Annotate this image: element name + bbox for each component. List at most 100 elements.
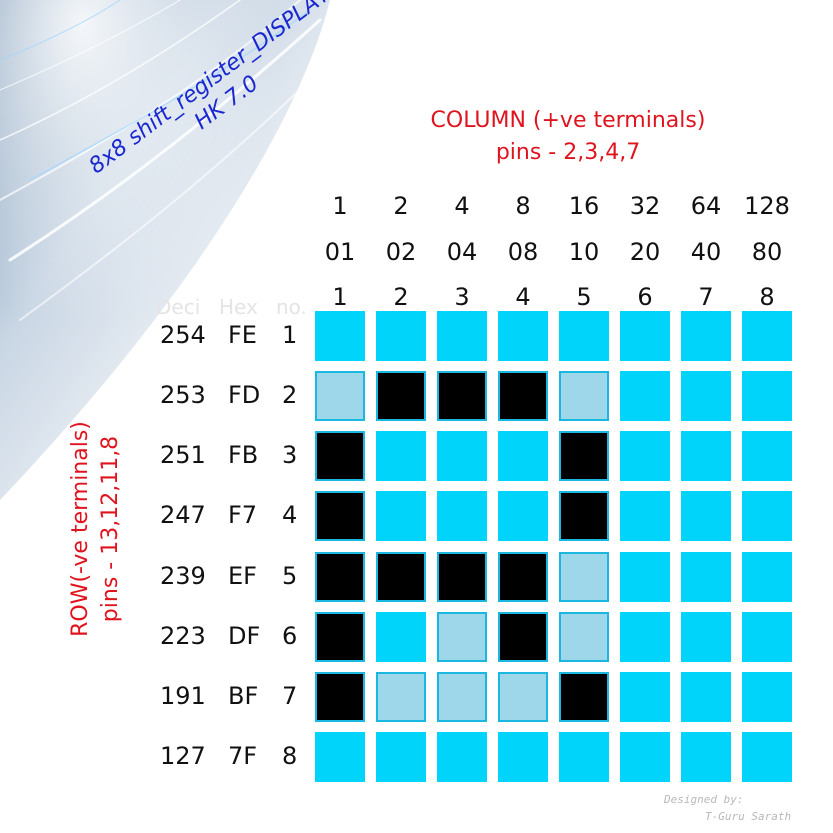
column-header-number-8: 8 (759, 283, 775, 311)
row-1-decimal: 254 (160, 321, 206, 349)
led-r5-c4-on[interactable] (498, 552, 548, 602)
led-r4-c8-off[interactable] (742, 491, 792, 541)
led-r1-c4-off[interactable] (498, 311, 548, 361)
led-r1-c7-off[interactable] (681, 311, 731, 361)
led-r6-c4-on[interactable] (498, 612, 548, 662)
led-r1-c5-off[interactable] (559, 311, 609, 361)
led-r7-c7-off[interactable] (681, 672, 731, 722)
column-header-number-2: 2 (393, 283, 409, 311)
led-r7-c5-on[interactable] (559, 672, 609, 722)
column-header-hex-5: 10 (568, 238, 600, 266)
led-r1-c6-off[interactable] (620, 311, 670, 361)
led-r6-c1-on[interactable] (315, 612, 365, 662)
led-r5-c7-off[interactable] (681, 552, 731, 602)
led-r2-c4-on[interactable] (498, 371, 548, 421)
led-r8-c5-off[interactable] (559, 732, 609, 782)
row-4-decimal: 247 (160, 501, 206, 529)
row-1-hex: FE (228, 321, 257, 349)
led-r3-c3-off[interactable] (437, 431, 487, 481)
column-header-number-3: 3 (454, 283, 470, 311)
column-header-number-6: 6 (637, 283, 653, 311)
row-1-number: 1 (282, 321, 298, 349)
row-3-hex: FB (228, 441, 259, 469)
led-r2-c2-on[interactable] (376, 371, 426, 421)
row-6-decimal: 223 (160, 622, 206, 650)
led-r5-c8-off[interactable] (742, 552, 792, 602)
led-r7-c4-dim[interactable] (498, 672, 548, 722)
row-7-number: 7 (282, 682, 298, 710)
row-label: ROW(-ve terminals) pins - 13,12,11,8 (66, 379, 126, 679)
led-r8-c1-off[interactable] (315, 732, 365, 782)
led-r4-c7-off[interactable] (681, 491, 731, 541)
led-r4-c2-off[interactable] (376, 491, 426, 541)
led-r8-c7-off[interactable] (681, 732, 731, 782)
led-r1-c2-off[interactable] (376, 311, 426, 361)
led-r2-c7-off[interactable] (681, 371, 731, 421)
column-header-decimal-1: 1 (332, 192, 348, 220)
led-r2-c8-off[interactable] (742, 371, 792, 421)
column-header-hex-7: 40 (690, 238, 722, 266)
led-r2-c3-on[interactable] (437, 371, 487, 421)
column-header-decimal-8: 128 (744, 192, 790, 220)
led-r4-c3-off[interactable] (437, 491, 487, 541)
credit-line1: Designed by: (664, 793, 744, 806)
led-r7-c8-off[interactable] (742, 672, 792, 722)
row-label-line1: ROW(-ve terminals) (68, 421, 93, 637)
row-2-number: 2 (282, 381, 298, 409)
led-r3-c5-on[interactable] (559, 431, 609, 481)
led-r5-c6-off[interactable] (620, 552, 670, 602)
led-r7-c1-on[interactable] (315, 672, 365, 722)
led-r7-c3-dim[interactable] (437, 672, 487, 722)
row-4-number: 4 (282, 501, 298, 529)
row-6-number: 6 (282, 622, 298, 650)
led-r1-c8-off[interactable] (742, 311, 792, 361)
led-r5-c2-on[interactable] (376, 552, 426, 602)
led-r5-c5-dim[interactable] (559, 552, 609, 602)
led-r7-c6-off[interactable] (620, 672, 670, 722)
led-r7-c2-dim[interactable] (376, 672, 426, 722)
led-r6-c5-dim[interactable] (559, 612, 609, 662)
column-header-hex-2: 02 (385, 238, 417, 266)
led-r8-c3-off[interactable] (437, 732, 487, 782)
led-r6-c2-off[interactable] (376, 612, 426, 662)
column-label-line2: pins - 2,3,4,7 (495, 140, 641, 165)
led-r3-c1-on[interactable] (315, 431, 365, 481)
led-r8-c4-off[interactable] (498, 732, 548, 782)
row-6-hex: DF (228, 622, 261, 650)
row-3-number: 3 (282, 441, 298, 469)
led-r4-c1-on[interactable] (315, 491, 365, 541)
led-r1-c1-off[interactable] (315, 311, 365, 361)
led-r2-c5-dim[interactable] (559, 371, 609, 421)
led-r4-c5-on[interactable] (559, 491, 609, 541)
led-r6-c3-dim[interactable] (437, 612, 487, 662)
led-r2-c6-off[interactable] (620, 371, 670, 421)
led-r5-c3-on[interactable] (437, 552, 487, 602)
led-r3-c4-off[interactable] (498, 431, 548, 481)
led-r3-c6-off[interactable] (620, 431, 670, 481)
led-r4-c6-off[interactable] (620, 491, 670, 541)
led-r3-c7-off[interactable] (681, 431, 731, 481)
column-header-hex-6: 20 (629, 238, 661, 266)
led-r3-c2-off[interactable] (376, 431, 426, 481)
column-header-decimal-6: 32 (629, 192, 661, 220)
led-r6-c7-off[interactable] (681, 612, 731, 662)
column-header-number-1: 1 (332, 283, 348, 311)
led-r6-c6-off[interactable] (620, 612, 670, 662)
led-r1-c3-off[interactable] (437, 311, 487, 361)
led-r6-c8-off[interactable] (742, 612, 792, 662)
row-5-hex: EF (228, 562, 257, 590)
row-8-decimal: 127 (160, 742, 206, 770)
column-header-hex-4: 08 (507, 238, 539, 266)
led-r8-c6-off[interactable] (620, 732, 670, 782)
led-r8-c8-off[interactable] (742, 732, 792, 782)
led-r2-c1-dim[interactable] (315, 371, 365, 421)
column-header-decimal-7: 64 (690, 192, 722, 220)
led-r5-c1-on[interactable] (315, 552, 365, 602)
led-r3-c8-off[interactable] (742, 431, 792, 481)
row-5-decimal: 239 (160, 562, 206, 590)
led-r4-c4-off[interactable] (498, 491, 548, 541)
column-header-decimal-3: 4 (454, 192, 470, 220)
row-3-decimal: 251 (160, 441, 206, 469)
row-2-hex: FD (228, 381, 261, 409)
led-r8-c2-off[interactable] (376, 732, 426, 782)
